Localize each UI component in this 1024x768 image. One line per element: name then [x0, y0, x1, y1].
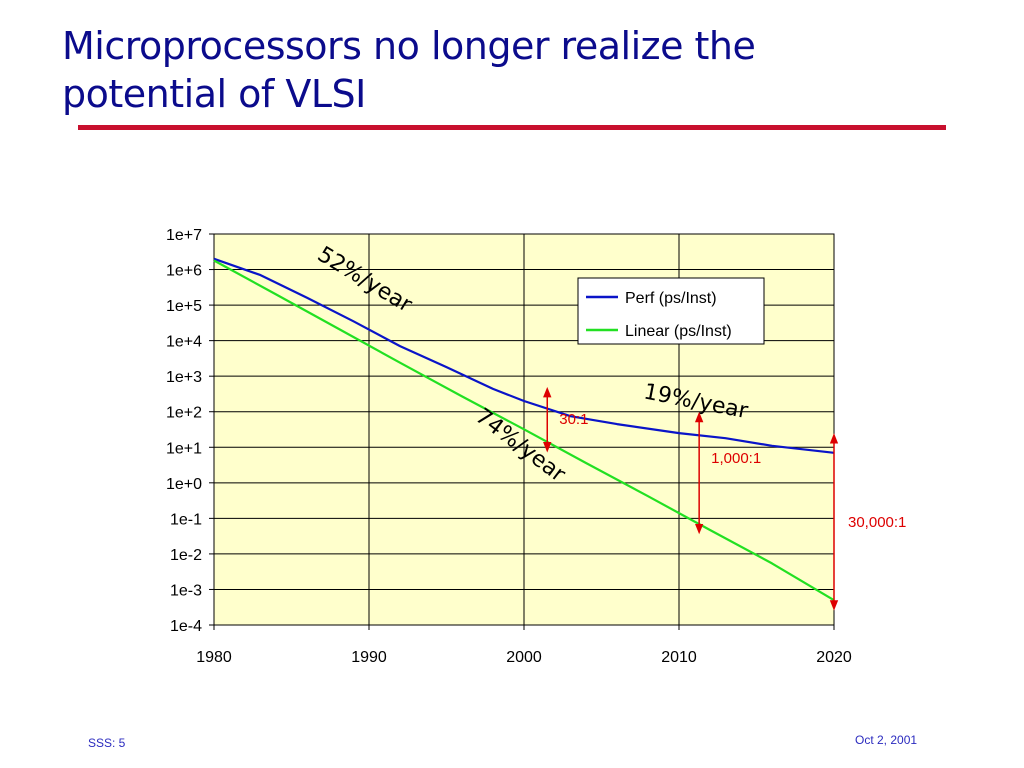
y-tick-label: 1e+4	[166, 334, 202, 351]
title-underline	[78, 125, 946, 130]
series-line-perf	[213, 257, 835, 454]
y-tick-label: 1e+5	[166, 298, 202, 315]
x-tick-label: 1980	[196, 649, 232, 666]
y-tick-label: 1e-2	[170, 547, 202, 564]
slide-title-line-1: Microprocessors no longer realize the	[62, 24, 756, 68]
slide-number: SSS: 5	[88, 736, 126, 750]
y-tick-label: 1e-1	[170, 511, 202, 528]
ratio-label: 30:1	[559, 411, 588, 428]
ratio-label: 30,000:1	[848, 514, 906, 531]
slide-title-line-2: potential of VLSI	[62, 72, 366, 116]
y-tick-label: 1e+2	[166, 405, 202, 422]
y-tick-label: 1e+6	[166, 263, 202, 280]
y-tick-label: 1e+3	[166, 369, 202, 386]
y-tick-label: 1e+7	[166, 227, 202, 244]
series-line-linear	[213, 259, 835, 602]
x-tick-label: 2000	[506, 649, 542, 666]
y-tick-label: 1e-4	[170, 618, 202, 635]
x-tick-label: 2010	[661, 649, 697, 666]
legend-box	[577, 277, 765, 345]
x-tick-label: 2020	[816, 649, 852, 666]
legend-label: Perf (ps/Inst)	[625, 290, 717, 307]
x-tick-label: 1990	[351, 649, 387, 666]
slide-date: Oct 2, 2001	[855, 733, 918, 747]
slide-title: Microprocessors no longer realize the po…	[62, 22, 962, 118]
legend-label: Linear (ps/Inst)	[625, 323, 732, 340]
y-tick-label: 1e-3	[170, 582, 202, 599]
y-tick-label: 1e+0	[166, 476, 202, 493]
ratio-label: 1,000:1	[711, 450, 761, 467]
y-tick-label: 1e+1	[166, 440, 202, 457]
chart-legend: Perf (ps/Inst) Linear (ps/Inst)	[577, 277, 765, 345]
